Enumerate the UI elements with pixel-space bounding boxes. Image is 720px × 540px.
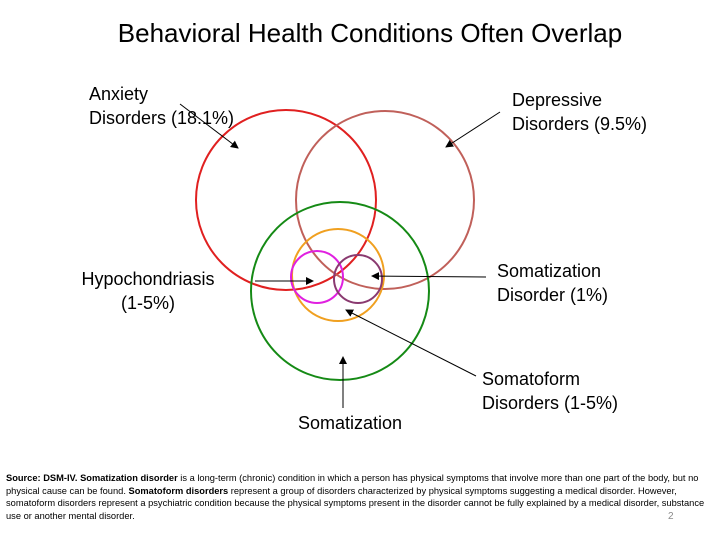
hypochondriasis-label: Hypochondriasis (1-5%) bbox=[81, 269, 215, 313]
footnote-text-1: is a long-term (chronic) condition in wh… bbox=[6, 473, 699, 496]
slide-title: Behavioral Health Conditions Often Overl… bbox=[117, 18, 623, 48]
anxiety-arrow bbox=[179, 103, 239, 149]
depressive-label: Depressive Disorders (9.5%) bbox=[512, 90, 648, 134]
footnote-term-somatoform-disorders: Somatoform disorders bbox=[128, 485, 229, 496]
depressive-arrow bbox=[445, 111, 501, 148]
somatoform-arrow bbox=[345, 309, 477, 377]
anxiety-circle bbox=[195, 109, 377, 291]
hypochondriasis-circle bbox=[290, 250, 344, 304]
anxiety-label: Anxiety Disorders (18.1%) bbox=[89, 84, 235, 128]
somatoform-label: Somatoform Disorders (1-5%) bbox=[482, 369, 619, 413]
somatization-disorder-arrow bbox=[371, 272, 487, 281]
somatization-disorder-circle bbox=[333, 254, 383, 304]
somatization-circle bbox=[250, 201, 430, 381]
source-footnote: Source: DSM-IV. Somatization disorder is… bbox=[6, 472, 716, 522]
footnote-text-2: represent a group of disorders character… bbox=[6, 485, 705, 521]
depressive-circle bbox=[295, 110, 475, 290]
page-number: 2 bbox=[668, 511, 674, 522]
somatization-label: Somatization bbox=[298, 413, 403, 433]
somatization-disorder-label: Somatization Disorder (1%) bbox=[497, 261, 609, 305]
footnote-source-label: Source: DSM-IV. bbox=[6, 473, 78, 483]
footnote-term-somatization-disorder: Somatization disorder bbox=[80, 473, 178, 483]
